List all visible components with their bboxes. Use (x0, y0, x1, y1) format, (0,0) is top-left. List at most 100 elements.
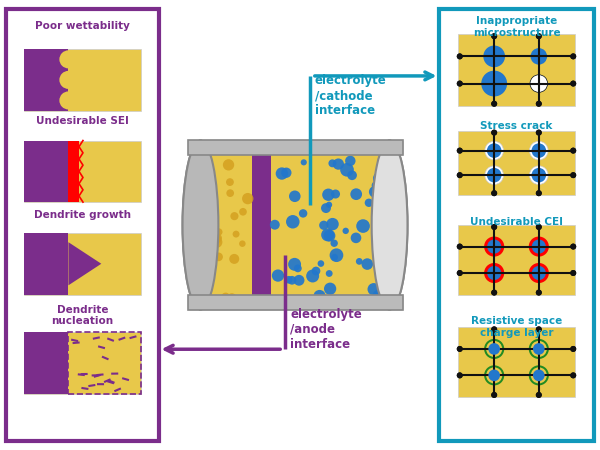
Circle shape (491, 290, 497, 296)
Circle shape (340, 163, 354, 176)
Circle shape (326, 270, 332, 277)
Circle shape (570, 81, 576, 86)
Bar (458, 130, 575, 195)
Circle shape (536, 101, 542, 107)
Circle shape (350, 188, 362, 200)
Circle shape (536, 290, 542, 296)
Circle shape (529, 339, 549, 359)
Circle shape (536, 224, 542, 230)
Bar (24, 140, 68, 202)
Circle shape (328, 159, 337, 167)
Bar (188, 296, 401, 310)
Circle shape (343, 228, 349, 234)
Circle shape (484, 365, 504, 385)
Circle shape (491, 130, 497, 135)
Bar (24, 233, 141, 295)
Circle shape (536, 392, 542, 398)
Bar (439, 9, 593, 441)
Circle shape (457, 81, 463, 86)
Circle shape (211, 236, 223, 248)
Circle shape (457, 243, 463, 250)
Circle shape (530, 48, 547, 65)
Circle shape (536, 326, 542, 333)
Circle shape (457, 172, 463, 178)
Circle shape (536, 190, 542, 196)
Text: Dendrite
nucleation: Dendrite nucleation (52, 305, 113, 326)
Circle shape (484, 237, 504, 256)
Circle shape (529, 166, 548, 184)
Circle shape (529, 237, 549, 256)
Circle shape (570, 270, 576, 276)
Bar (458, 225, 575, 295)
Circle shape (570, 172, 576, 178)
Circle shape (491, 290, 497, 296)
Circle shape (457, 373, 463, 378)
Circle shape (491, 130, 497, 135)
Circle shape (374, 219, 381, 226)
Circle shape (570, 54, 576, 59)
Circle shape (532, 168, 546, 182)
Circle shape (570, 346, 576, 352)
Circle shape (293, 275, 304, 286)
Bar (188, 295, 403, 310)
Circle shape (532, 239, 546, 254)
Text: electrolyte
/cathode
interface: electrolyte /cathode interface (315, 74, 386, 117)
Circle shape (487, 144, 502, 158)
Circle shape (532, 144, 546, 158)
Circle shape (536, 130, 542, 135)
Circle shape (457, 243, 463, 250)
Circle shape (457, 172, 463, 178)
Circle shape (233, 231, 239, 238)
Circle shape (319, 220, 328, 230)
Circle shape (536, 130, 542, 135)
Circle shape (331, 239, 338, 247)
Ellipse shape (182, 140, 218, 310)
Bar (271, 145, 389, 305)
Circle shape (536, 33, 542, 39)
Circle shape (530, 75, 548, 92)
Circle shape (289, 190, 301, 202)
Circle shape (223, 159, 234, 171)
Bar (24, 333, 68, 394)
Circle shape (457, 81, 463, 86)
Circle shape (326, 218, 339, 230)
Circle shape (226, 178, 234, 186)
Text: Undesirable SEI: Undesirable SEI (36, 116, 129, 126)
Circle shape (375, 290, 387, 302)
Circle shape (536, 392, 542, 398)
Circle shape (331, 189, 340, 198)
Bar (458, 34, 575, 106)
Circle shape (531, 341, 547, 357)
Circle shape (356, 219, 370, 233)
Circle shape (484, 263, 504, 283)
Circle shape (570, 172, 576, 178)
Circle shape (491, 33, 497, 39)
Circle shape (570, 148, 576, 153)
Circle shape (570, 243, 576, 250)
Circle shape (59, 91, 77, 109)
Circle shape (321, 203, 331, 213)
Circle shape (570, 373, 576, 378)
Circle shape (324, 283, 336, 295)
Bar (205, 145, 252, 305)
Circle shape (570, 81, 576, 86)
Circle shape (491, 224, 497, 230)
Bar (200, 140, 389, 310)
Circle shape (212, 235, 221, 244)
Circle shape (287, 276, 296, 285)
Circle shape (486, 367, 502, 383)
Circle shape (491, 101, 497, 107)
Text: electrolyte
/anode
interface: electrolyte /anode interface (290, 308, 362, 351)
Circle shape (457, 148, 463, 153)
Circle shape (227, 293, 236, 302)
Circle shape (457, 373, 463, 378)
Circle shape (322, 189, 335, 201)
Circle shape (239, 208, 247, 216)
Circle shape (491, 326, 497, 333)
Circle shape (457, 346, 463, 352)
Circle shape (529, 141, 548, 160)
Circle shape (533, 343, 545, 355)
Bar (24, 233, 68, 295)
Circle shape (481, 71, 507, 96)
Circle shape (457, 54, 463, 59)
